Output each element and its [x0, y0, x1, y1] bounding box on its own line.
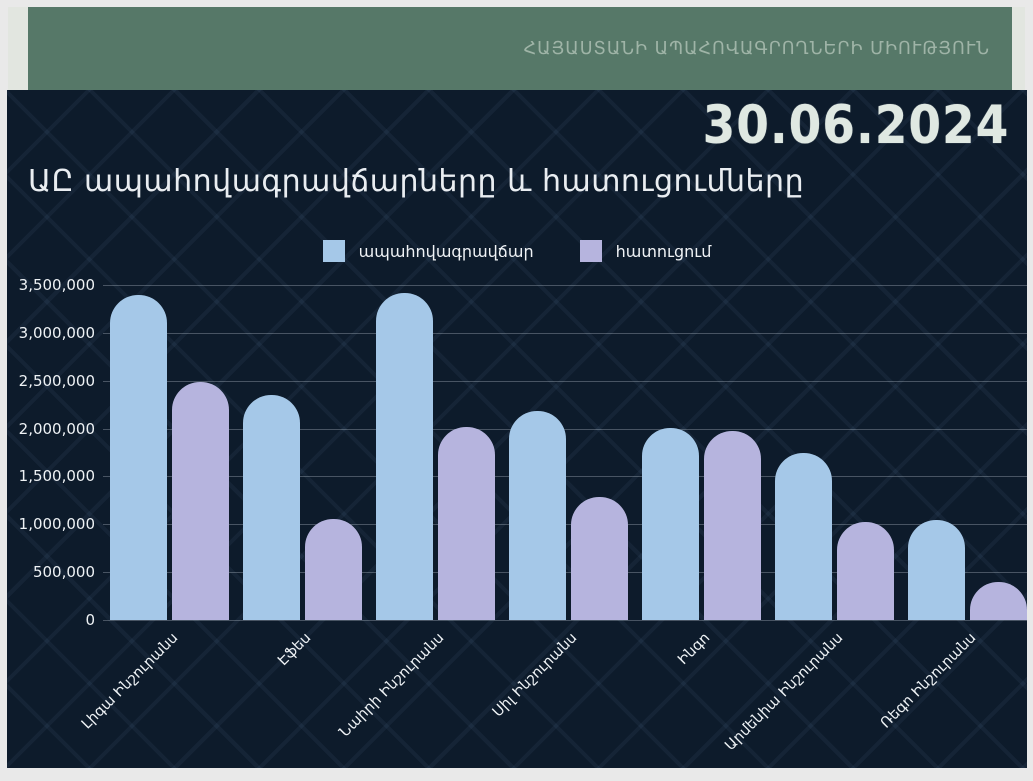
claim-bar [571, 496, 628, 620]
chart-title: ԱԸ ապահովագրավճարները և հատուցումները [28, 164, 805, 199]
premium-bar [376, 292, 433, 620]
y-axis-tick-label: 1,500,000 [18, 467, 95, 486]
gridline [103, 380, 1027, 382]
premium-swatch-icon [322, 240, 345, 262]
legend-label-claim: հատուցում [615, 241, 712, 261]
y-axis-tick-label: 500,000 [32, 563, 95, 582]
y-axis-tick-label: 2,500,000 [18, 371, 95, 390]
x-axis-category-label: Արմենիա Ինշուրանս [721, 630, 846, 755]
y-axis-tick-label: 0 [85, 611, 95, 629]
gridline [103, 620, 1027, 621]
claim-bar [837, 522, 894, 620]
premium-bar [908, 520, 965, 620]
chart-legend: ապահովագրավճար հատուցում [7, 240, 1027, 262]
premium-bar [110, 294, 167, 620]
premium-bar [243, 395, 300, 620]
y-axis-tick-label: 2,000,000 [18, 419, 95, 438]
y-axis-tick-label: 1,000,000 [18, 515, 95, 534]
claim-bar [704, 431, 761, 620]
gridline [103, 428, 1027, 430]
x-axis-category-label: Լիգա Ինշուրանս [78, 630, 181, 733]
gridline [103, 332, 1027, 334]
y-axis-tick-label: 3,000,000 [18, 323, 95, 342]
x-axis-category-label: Էֆես [274, 630, 314, 670]
gridline [103, 285, 1027, 286]
x-axis-category-label: Ռեգո Ինշուրանս [877, 630, 979, 732]
premium-bar [775, 453, 832, 620]
claim-swatch-icon [579, 240, 602, 262]
org-banner: ՀԱՅԱՍՏԱՆԻ ԱՊԱՀՈՎԱԳՐՈՂՆԵՐԻ ՄԻՈՒԹՅՈՒՆ [28, 7, 1012, 90]
x-axis-category-label: Ինգո [674, 630, 713, 669]
legend-label-premium: ապահովագրավճար [358, 241, 534, 261]
x-axis-category-label: Նաիրի Ինշուրանս [336, 630, 447, 741]
plot-area: 3,500,000 3,000,000 2,500,000 2,000,000 1,50… [19, 276, 1027, 754]
report-date: 30.06.2024 [702, 94, 1009, 156]
y-axis-tick-label: 3,500,000 [18, 276, 95, 294]
chart-panel: 30.06.2024 ԱԸ ապահովագրավճարները և հատու… [7, 90, 1027, 768]
legend-item-premium: ապահովագրավճար [322, 240, 534, 262]
legend-item-claim: հատուցում [579, 240, 712, 262]
premium-bar [642, 427, 699, 620]
claim-bar [438, 426, 495, 620]
header-strip: ՀԱՅԱՍՏԱՆԻ ԱՊԱՀՈՎԱԳՐՈՂՆԵՐԻ ՄԻՈՒԹՅՈՒՆ [8, 7, 1025, 90]
claim-bar [970, 581, 1027, 620]
premium-bar [509, 411, 566, 620]
claim-bar [172, 381, 229, 620]
claim-bar [305, 518, 362, 620]
org-name: ՀԱՅԱՍՏԱՆԻ ԱՊԱՀՈՎԱԳՐՈՂՆԵՐԻ ՄԻՈՒԹՅՈՒՆ [523, 38, 990, 59]
x-axis-category-label: Սիլ Ինշուրանս [489, 630, 580, 721]
